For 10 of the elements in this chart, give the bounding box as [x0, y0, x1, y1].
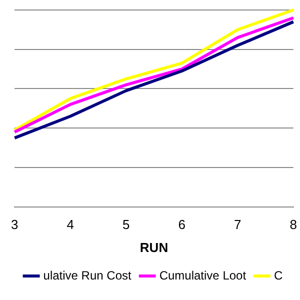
x-axis-title: RUN	[140, 240, 168, 255]
legend-label: Cumulative Loot	[159, 268, 247, 282]
x-tick-label: 6	[178, 217, 186, 232]
x-tick-label: 5	[122, 217, 130, 232]
x-tick-label: 7	[234, 217, 242, 232]
x-tick-label: 3	[11, 217, 18, 232]
x-tick-label: 8	[290, 217, 297, 232]
legend-label: ulative Run Cost	[43, 268, 132, 282]
x-tick-label: 4	[66, 217, 74, 232]
legend-label: C	[274, 268, 284, 282]
